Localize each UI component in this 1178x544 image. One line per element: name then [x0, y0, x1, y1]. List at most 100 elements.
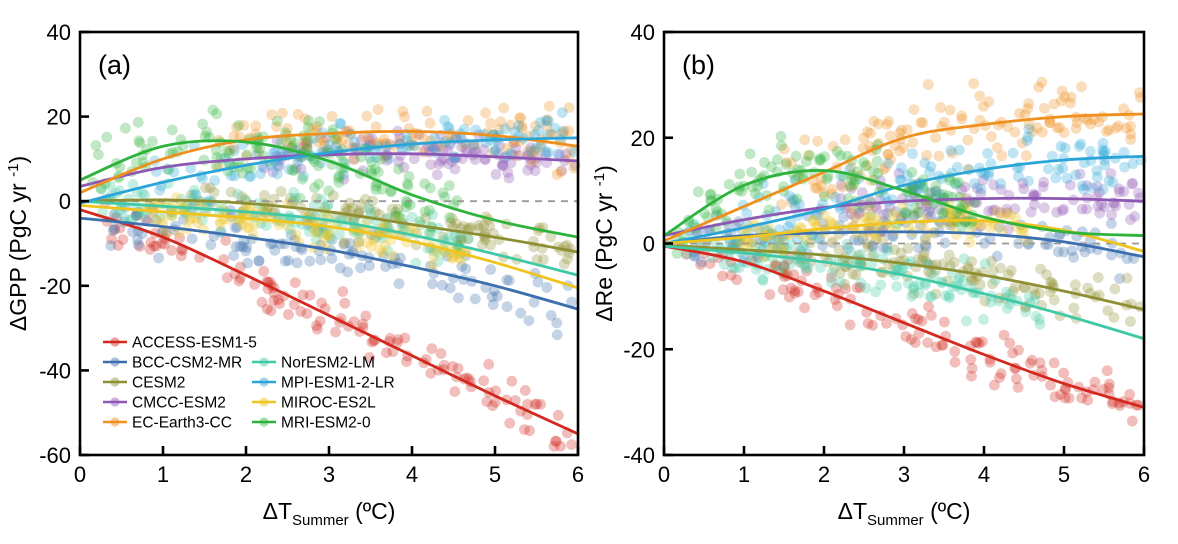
data-point [1007, 285, 1019, 297]
data-point [983, 96, 995, 108]
data-point [860, 282, 872, 294]
data-point [1120, 122, 1132, 134]
data-point [344, 237, 355, 249]
data-point [956, 184, 968, 196]
data-point [759, 157, 770, 168]
data-point [946, 147, 958, 159]
data-point [446, 213, 458, 224]
data-point [865, 210, 876, 222]
data-point [1109, 283, 1121, 295]
data-point [382, 245, 394, 256]
data-point [924, 202, 936, 214]
data-point [858, 132, 870, 144]
data-point [515, 307, 527, 319]
data-point [1050, 172, 1062, 184]
data-point [995, 178, 1007, 190]
data-point [318, 136, 330, 147]
data-point [107, 225, 119, 236]
data-point [509, 126, 520, 138]
data-point [928, 269, 939, 281]
data-point [966, 272, 977, 284]
data-point [788, 195, 800, 207]
data-point [1096, 199, 1107, 210]
legend-label: MIROC-ES2L [281, 395, 376, 412]
data-point [838, 211, 850, 223]
data-point [979, 237, 990, 249]
data-point [503, 172, 515, 184]
data-point [791, 233, 803, 244]
data-point [269, 245, 281, 256]
data-point [959, 181, 971, 193]
data-point [802, 150, 814, 162]
data-point [506, 375, 518, 387]
data-point [924, 166, 935, 178]
data-point [447, 252, 458, 263]
data-point [913, 279, 925, 290]
data-point [379, 239, 391, 251]
data-point [158, 225, 170, 237]
data-point [159, 238, 171, 250]
data-point [555, 166, 567, 178]
data-point [950, 177, 962, 189]
data-point [943, 292, 955, 304]
data-point [377, 247, 389, 258]
data-point [433, 158, 445, 170]
data-point [426, 343, 438, 355]
data-point [1042, 239, 1054, 250]
data-point [1044, 117, 1055, 128]
data-point [450, 218, 462, 230]
data-point [850, 269, 862, 281]
data-point [199, 130, 211, 142]
data-point [849, 175, 861, 186]
data-point [945, 145, 957, 157]
data-point [1097, 384, 1109, 395]
data-point [1106, 249, 1117, 261]
data-point [531, 254, 543, 265]
data-point [112, 240, 124, 251]
data-point [237, 241, 249, 252]
data-point [1089, 376, 1101, 388]
data-point [1056, 205, 1068, 217]
data-point [733, 237, 744, 248]
legend-item-ACCESS-ESM1-5: ACCESS-ESM1-5 [103, 335, 257, 352]
data-point [983, 205, 994, 217]
data-point [939, 237, 951, 249]
data-point [188, 189, 200, 200]
data-point [417, 146, 429, 158]
data-point [275, 136, 287, 148]
data-point [909, 203, 921, 214]
y-tick-label: 40 [631, 20, 655, 45]
data-point [344, 197, 356, 209]
data-point [1059, 392, 1071, 404]
data-point [808, 214, 819, 226]
data-point [90, 140, 102, 151]
data-point [1009, 203, 1021, 215]
data-point [106, 233, 117, 245]
data-point [977, 174, 989, 186]
data-point [455, 231, 467, 243]
data-point [1058, 367, 1070, 379]
data-point [292, 156, 304, 168]
data-point [975, 220, 986, 232]
data-point [991, 206, 1003, 217]
data-point [778, 242, 789, 254]
data-point [304, 289, 316, 301]
data-point [811, 182, 823, 194]
data-point [229, 170, 240, 182]
data-point [1071, 117, 1083, 128]
data-point [880, 161, 892, 173]
data-point [731, 274, 743, 286]
data-point [872, 167, 884, 179]
data-point [1035, 263, 1046, 275]
data-point [1063, 392, 1075, 404]
data-point [473, 219, 485, 231]
data-point [912, 314, 924, 325]
curve-MIROC-ES2L [662, 218, 1146, 253]
data-point [938, 207, 949, 219]
data-point [817, 187, 829, 199]
data-point [501, 301, 513, 313]
data-point [266, 109, 278, 121]
data-point [1110, 122, 1122, 134]
data-point [974, 114, 986, 126]
x-tick-label: 3 [898, 462, 910, 487]
